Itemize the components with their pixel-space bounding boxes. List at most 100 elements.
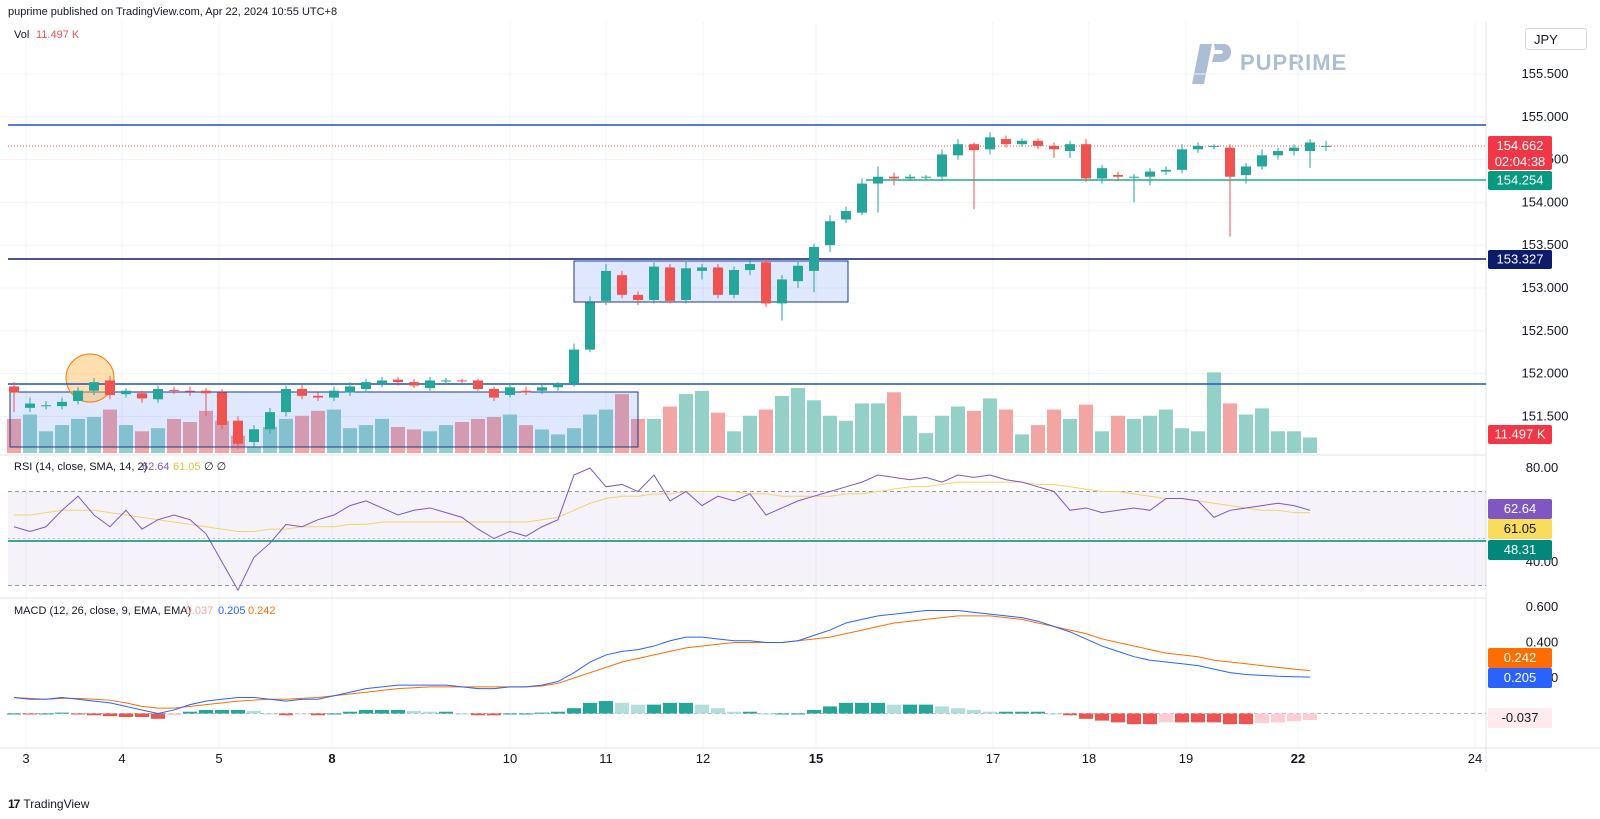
candle-body: [201, 390, 211, 394]
macd-tick-label: 0.400: [1526, 635, 1559, 650]
time-axis: 3 4 5 8 10 11 12 15 17 18 19 22 24: [22, 751, 1482, 766]
macd-histogram-bar: [279, 713, 293, 716]
candle-body: [553, 383, 563, 388]
macd-histogram-bar: [839, 702, 853, 714]
volume-bar: [55, 425, 69, 453]
macd-histogram-bar: [151, 713, 165, 719]
macd-histogram-bar: [327, 713, 341, 715]
price-tick-label: 155.500: [1522, 66, 1569, 81]
volume-bar: [71, 418, 85, 453]
macd-histogram-bar: [423, 711, 437, 714]
macd-histogram-bar: [39, 713, 53, 715]
macd-histogram-bar: [391, 709, 405, 714]
chart-grid: [0, 22, 1486, 748]
time-tick-label: 15: [809, 751, 823, 766]
volume-bar: [823, 415, 837, 453]
currency-selector[interactable]: JPY: [1525, 28, 1587, 50]
time-tick-label: 11: [599, 751, 613, 766]
macd-legend-macd: 0.205: [218, 605, 246, 617]
volume-bar: [759, 409, 773, 453]
candle-body: [777, 279, 787, 304]
countdown-badge: 02:04:38: [1495, 154, 1546, 169]
candle-body: [649, 266, 659, 300]
candle-body: [1209, 145, 1219, 147]
macd-histogram-bar: [1207, 713, 1221, 723]
price-tick-label: 151.500: [1522, 408, 1569, 423]
candle-body: [793, 265, 803, 282]
time-tick-label: 22: [1291, 751, 1305, 766]
candle-body: [569, 349, 579, 384]
candle-body: [729, 270, 739, 295]
macd-histogram-bar: [1255, 713, 1269, 724]
macd-histogram-bar: [1191, 713, 1205, 723]
candle-body: [969, 144, 979, 151]
rsi-level-badge-bg: [1488, 540, 1552, 560]
time-tick-label: 24: [1468, 751, 1482, 766]
candle-body: [313, 395, 323, 398]
volume-bar: [471, 418, 485, 453]
candle-body: [185, 390, 195, 392]
volume-bar: [247, 446, 261, 453]
candle-body: [1193, 145, 1203, 150]
volume-bar: [935, 415, 949, 453]
tradingview-brand: TradingView: [23, 797, 90, 811]
candle-body: [857, 183, 867, 213]
macd-histogram-bar: [247, 710, 261, 714]
resistance-price-badge: 153.327: [1497, 252, 1544, 267]
candle-body: [1017, 140, 1027, 145]
volume-bar: [311, 410, 325, 453]
volume-bar: [583, 414, 597, 453]
price-chart[interactable]: 155.500155.000154.500154.000153.500153.0…: [0, 0, 1600, 790]
macd-histogram-bar: [663, 702, 677, 714]
macd-signal-badge-bg: [1488, 648, 1552, 668]
volume-bar: [1031, 425, 1045, 453]
volume-bar: [839, 420, 853, 453]
candle-body: [217, 392, 227, 425]
macd-legend-hist: -0.037: [182, 605, 213, 617]
macd-value-badge-bg: [1488, 668, 1552, 688]
macd-histogram-bar: [759, 713, 773, 715]
volume-bar: [1095, 431, 1109, 453]
macd-histogram-bar: [103, 713, 117, 717]
volume-bar: [695, 391, 709, 453]
candle-body: [809, 246, 819, 271]
volume-bar: [1303, 437, 1317, 453]
candle-body: [505, 387, 515, 395]
time-tick-label: 10: [503, 751, 517, 766]
volume-bar: [1047, 409, 1061, 453]
macd-histogram-bar: [231, 709, 245, 714]
volume-bar: [855, 403, 869, 453]
volume-bar: [663, 406, 677, 453]
macd-histogram-bar: [583, 702, 597, 714]
candle-body: [1033, 140, 1043, 146]
macd-histogram-bar: [1239, 713, 1253, 725]
macd-histogram-bar: [471, 713, 485, 716]
volume-bar: [727, 431, 741, 453]
candle-body: [9, 386, 19, 393]
macd-histogram-bar: [551, 711, 565, 714]
candle-body: [1161, 169, 1171, 172]
candle-body: [121, 390, 131, 395]
volume-bar: [167, 418, 181, 453]
volume-bar: [439, 425, 453, 453]
macd-histogram-bar: [375, 709, 389, 714]
macd-histogram-bar: [135, 713, 149, 718]
candle-body: [1257, 155, 1267, 167]
candle-body: [409, 382, 419, 386]
macd-histogram-bar: [1303, 713, 1317, 721]
volume-bar: [551, 434, 565, 453]
publisher-header: puprime published on TradingView.com, Ap…: [8, 6, 338, 18]
macd-histogram-bar: [615, 702, 629, 714]
macd-histogram-bar: [599, 701, 613, 714]
candle-body: [169, 389, 179, 391]
volume-value-badge-bg: [1488, 425, 1552, 444]
price-tick-label: 153.500: [1522, 237, 1569, 252]
time-tick-label: 8: [328, 751, 335, 766]
macd-histogram-bar: [343, 711, 357, 714]
volume-bar: [1063, 418, 1077, 453]
macd-histogram-bar: [1015, 711, 1029, 714]
candle-body: [841, 210, 851, 220]
candle-body: [473, 380, 483, 390]
macd-histogram-bar: [487, 713, 501, 716]
volume-bar: [199, 410, 213, 453]
